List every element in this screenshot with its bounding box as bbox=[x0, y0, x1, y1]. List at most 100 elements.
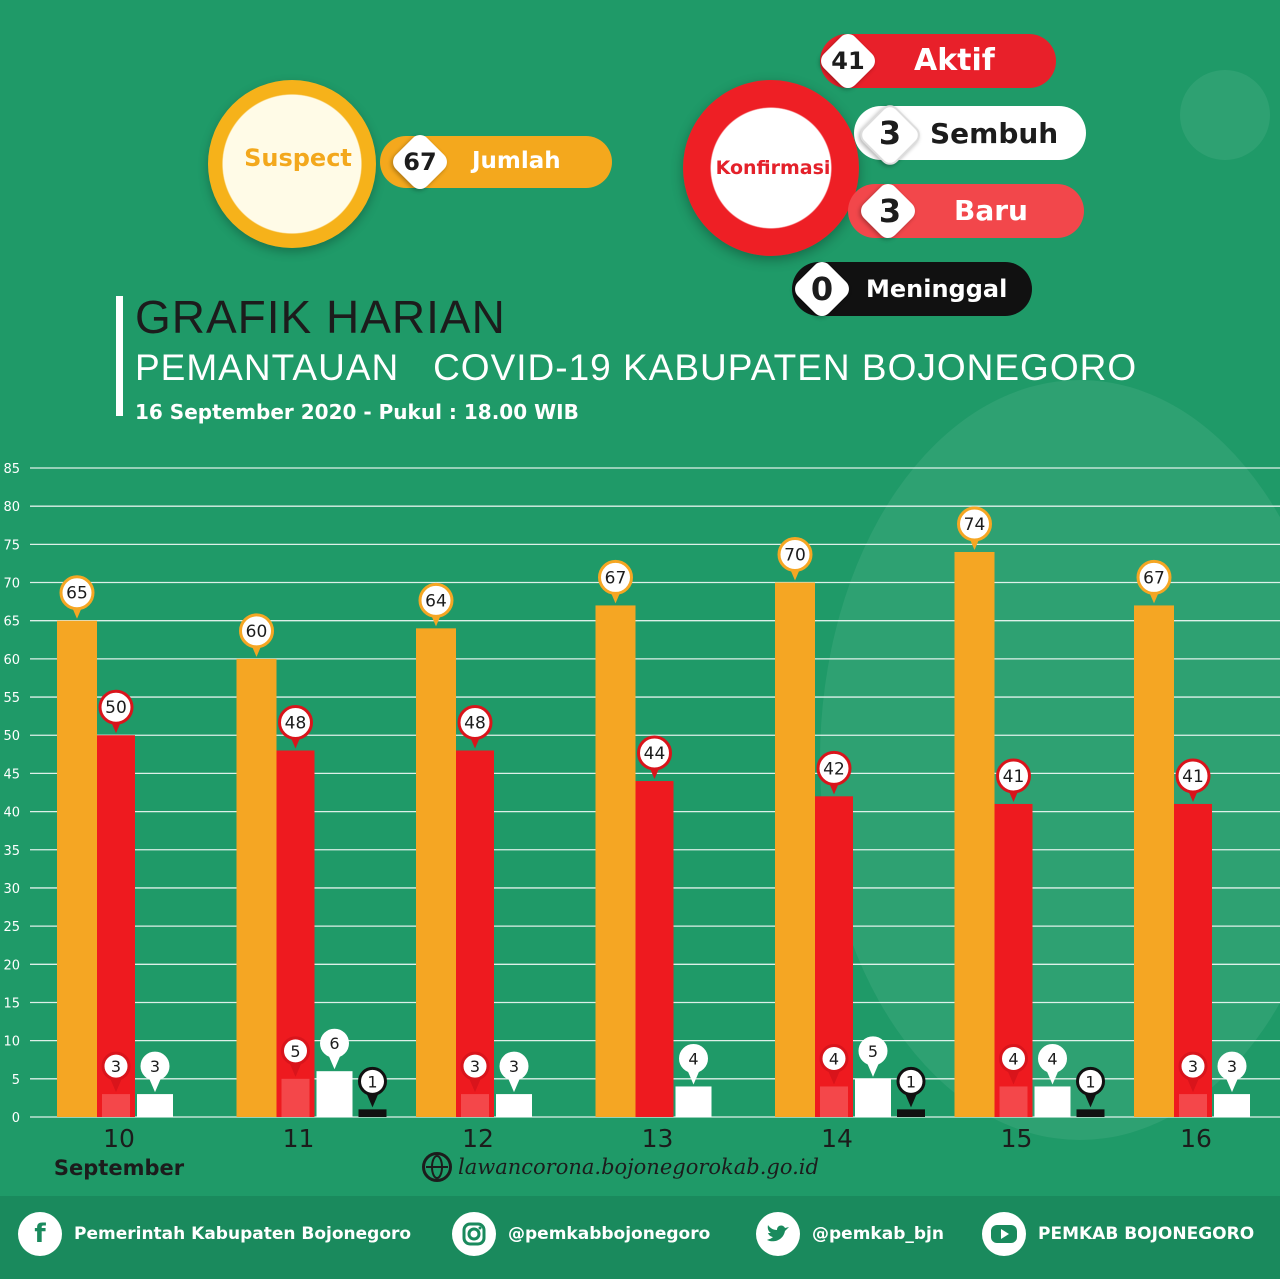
bar-sembuh bbox=[855, 1078, 891, 1117]
baru-value: 3 bbox=[878, 192, 902, 230]
bar-sembuh bbox=[1214, 1094, 1250, 1117]
data-marker bbox=[499, 1051, 529, 1081]
data-marker-pin bbox=[905, 1093, 917, 1108]
bar-suspect bbox=[775, 582, 815, 1117]
data-marker-pin bbox=[1046, 1070, 1059, 1085]
data-label-suspect: 67 bbox=[1143, 568, 1165, 588]
data-label-aktif: 41 bbox=[1182, 767, 1204, 787]
footer-facebook[interactable]: f Pemerintah Kabupaten Bojonegoro bbox=[18, 1212, 411, 1256]
data-marker bbox=[1175, 758, 1211, 794]
y-tick-label: 15 bbox=[3, 996, 20, 1011]
bar-meninggal bbox=[897, 1109, 925, 1117]
y-tick-label: 5 bbox=[12, 1073, 20, 1088]
y-tick-label: 45 bbox=[3, 767, 20, 782]
background-virus-shape bbox=[1180, 70, 1270, 160]
konfirmasi-label: Konfirmasi bbox=[715, 157, 831, 179]
x-tick-label: 15 bbox=[1001, 1124, 1033, 1153]
bar-sembuh bbox=[316, 1071, 353, 1117]
footer-bar bbox=[0, 1196, 1280, 1279]
data-marker bbox=[816, 750, 852, 786]
data-label-suspect: 70 bbox=[784, 546, 806, 566]
data-marker bbox=[598, 559, 633, 595]
data-marker bbox=[637, 735, 672, 771]
data-marker-pin bbox=[289, 1062, 302, 1077]
data-label-sembuh: 4 bbox=[688, 1049, 698, 1068]
data-label-aktif: 44 bbox=[644, 744, 666, 764]
x-tick-label: 10 bbox=[103, 1124, 135, 1153]
website-link[interactable]: lawancorona.bojonegorokab.go.id bbox=[422, 1152, 819, 1182]
data-marker bbox=[1038, 1043, 1067, 1073]
bar-baru bbox=[102, 1094, 130, 1117]
data-marker bbox=[281, 1036, 310, 1066]
data-label-sembuh: 3 bbox=[509, 1057, 519, 1076]
footer-twitter[interactable]: @pemkab_bjn bbox=[756, 1212, 944, 1256]
data-marker-pin bbox=[828, 1070, 840, 1085]
data-marker bbox=[1178, 1051, 1208, 1081]
data-marker bbox=[418, 582, 454, 618]
data-marker bbox=[819, 1043, 849, 1073]
page-title: GRAFIK HARIAN bbox=[135, 291, 506, 343]
data-marker bbox=[140, 1051, 170, 1081]
bar-meninggal bbox=[1076, 1109, 1105, 1117]
data-marker-pin bbox=[110, 1078, 122, 1093]
instagram-icon bbox=[452, 1212, 496, 1256]
data-label-suspect: 60 bbox=[246, 622, 268, 642]
y-tick-label: 85 bbox=[3, 462, 20, 477]
footer-twitter-label: @pemkab_bjn bbox=[812, 1224, 944, 1244]
y-tick-label: 40 bbox=[3, 806, 20, 821]
x-tick-label: 12 bbox=[462, 1124, 494, 1153]
sembuh-value: 3 bbox=[878, 114, 902, 152]
suspect-label: Suspect bbox=[244, 144, 352, 172]
data-marker-pin bbox=[687, 1070, 700, 1085]
y-tick-label: 30 bbox=[3, 882, 20, 897]
y-tick-label: 10 bbox=[3, 1035, 20, 1050]
report-date: 16 September 2020 - Pukul : 18.00 WIB bbox=[135, 400, 579, 424]
data-marker-pin bbox=[366, 1093, 379, 1108]
data-marker bbox=[98, 689, 134, 725]
data-label-suspect: 74 bbox=[964, 515, 986, 535]
x-tick-label: 13 bbox=[642, 1124, 674, 1153]
bar-suspect bbox=[236, 658, 277, 1117]
data-marker bbox=[679, 1043, 708, 1073]
aktif-label: Aktif bbox=[914, 43, 995, 78]
suspect-pill-label: Jumlah bbox=[472, 148, 561, 174]
bar-sembuh bbox=[496, 1094, 532, 1117]
bar-suspect bbox=[57, 620, 97, 1117]
data-label-suspect: 67 bbox=[605, 568, 627, 588]
x-tick-label: 16 bbox=[1180, 1124, 1212, 1153]
bar-baru bbox=[461, 1094, 489, 1117]
y-tick-label: 65 bbox=[3, 615, 20, 630]
data-marker bbox=[101, 1051, 131, 1081]
data-marker-pin bbox=[1007, 1070, 1020, 1085]
data-marker bbox=[278, 705, 313, 741]
bar-suspect bbox=[595, 605, 636, 1117]
website-text: lawancorona.bojonegorokab.go.id bbox=[458, 1155, 819, 1179]
footer-instagram-label: @pemkabbojonegoro bbox=[508, 1224, 711, 1244]
bar-baru bbox=[820, 1086, 848, 1117]
data-label-baru: 3 bbox=[470, 1057, 480, 1076]
data-marker bbox=[996, 758, 1031, 794]
x-tick-label: 14 bbox=[821, 1124, 853, 1153]
youtube-icon bbox=[982, 1212, 1026, 1256]
bar-suspect bbox=[1134, 605, 1174, 1117]
data-label-sembuh: 3 bbox=[1227, 1057, 1237, 1076]
y-tick-label: 20 bbox=[3, 958, 20, 973]
data-label-meninggal: 1 bbox=[906, 1072, 916, 1091]
bar-baru bbox=[999, 1086, 1028, 1117]
bar-suspect bbox=[416, 628, 456, 1117]
data-marker-pin bbox=[1084, 1093, 1097, 1108]
bar-sembuh bbox=[137, 1094, 173, 1117]
data-marker bbox=[777, 537, 813, 573]
baru-label: Baru bbox=[954, 194, 1028, 227]
data-marker bbox=[957, 506, 992, 542]
data-marker-pin bbox=[328, 1055, 341, 1070]
globe-icon bbox=[422, 1152, 452, 1182]
footer-instagram[interactable]: @pemkabbojonegoro bbox=[452, 1212, 710, 1256]
y-tick-label: 70 bbox=[3, 577, 20, 592]
bar-suspect bbox=[954, 551, 995, 1117]
data-label-suspect: 65 bbox=[66, 584, 88, 604]
suspect-ring bbox=[208, 80, 376, 248]
bar-baru bbox=[281, 1078, 310, 1117]
footer-youtube[interactable]: PEMKAB BOJONEGORO bbox=[982, 1212, 1254, 1256]
